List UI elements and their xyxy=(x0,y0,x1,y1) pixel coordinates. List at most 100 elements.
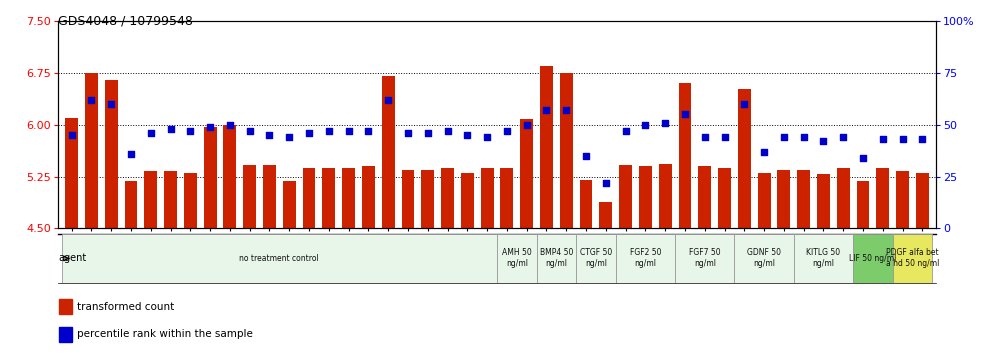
Bar xyxy=(500,167,513,228)
Point xyxy=(341,128,357,134)
Text: percentile rank within the sample: percentile rank within the sample xyxy=(78,329,253,339)
Bar xyxy=(421,170,434,228)
Bar xyxy=(675,234,734,283)
Text: GDNF 50
ng/ml: GDNF 50 ng/ml xyxy=(747,249,781,268)
Bar xyxy=(60,327,73,342)
Bar xyxy=(62,234,497,283)
Bar xyxy=(734,234,794,283)
Bar xyxy=(876,168,889,228)
Point xyxy=(64,132,80,138)
Bar xyxy=(580,180,593,228)
Point xyxy=(439,128,455,134)
Point xyxy=(400,130,416,136)
Point xyxy=(281,135,297,140)
Bar xyxy=(303,168,316,228)
Point xyxy=(123,151,138,156)
Bar xyxy=(223,125,236,228)
Bar xyxy=(243,165,256,228)
Bar xyxy=(401,170,414,228)
Bar xyxy=(797,170,810,228)
Bar xyxy=(343,167,355,228)
Point xyxy=(539,108,555,113)
Text: KITLG 50
ng/ml: KITLG 50 ng/ml xyxy=(807,249,841,268)
Point xyxy=(836,135,852,140)
Bar xyxy=(896,171,909,228)
Bar xyxy=(520,119,533,228)
Point xyxy=(104,101,120,107)
Point xyxy=(677,112,693,117)
Bar xyxy=(323,168,336,228)
Point xyxy=(361,128,376,134)
Point xyxy=(894,136,910,142)
Bar xyxy=(65,118,78,228)
Text: agent: agent xyxy=(58,253,87,263)
Text: transformed count: transformed count xyxy=(78,302,174,312)
Bar xyxy=(204,127,216,228)
Bar xyxy=(461,173,474,228)
Point xyxy=(598,180,614,185)
Text: AMH 50
ng/ml: AMH 50 ng/ml xyxy=(502,249,532,268)
Point xyxy=(459,132,475,138)
Point xyxy=(162,126,178,132)
Point xyxy=(142,130,158,136)
Bar xyxy=(639,166,651,228)
Bar xyxy=(263,165,276,228)
Point xyxy=(697,135,713,140)
Bar xyxy=(60,299,73,314)
Point xyxy=(796,135,812,140)
Point xyxy=(874,136,890,142)
Point xyxy=(776,135,792,140)
Text: FGF2 50
ng/ml: FGF2 50 ng/ml xyxy=(629,249,661,268)
Bar xyxy=(658,164,671,228)
Point xyxy=(519,122,535,128)
Bar xyxy=(481,168,494,228)
Bar xyxy=(105,80,118,228)
Text: PDGF alfa bet
a hd 50 ng/ml: PDGF alfa bet a hd 50 ng/ml xyxy=(885,249,939,268)
Point xyxy=(499,128,515,134)
Point xyxy=(716,135,732,140)
Bar xyxy=(916,173,929,228)
Bar xyxy=(540,66,553,228)
Bar xyxy=(560,73,573,228)
Bar xyxy=(758,173,771,228)
Bar xyxy=(576,234,616,283)
Point xyxy=(419,130,435,136)
Point xyxy=(618,128,633,134)
Bar xyxy=(854,234,892,283)
Bar xyxy=(837,167,850,228)
Point xyxy=(736,101,752,107)
Bar xyxy=(164,171,177,228)
Text: no treatment control: no treatment control xyxy=(239,254,320,263)
Point xyxy=(756,149,772,155)
Point xyxy=(222,122,238,128)
Point xyxy=(262,132,278,138)
Point xyxy=(242,128,258,134)
Point xyxy=(479,135,495,140)
Point xyxy=(578,153,594,159)
Bar xyxy=(857,181,870,228)
Bar xyxy=(678,84,691,228)
Bar xyxy=(441,167,454,228)
Point xyxy=(914,136,930,142)
Bar xyxy=(144,171,157,228)
Bar xyxy=(794,234,854,283)
Bar xyxy=(85,73,98,228)
Point xyxy=(657,120,673,126)
Point xyxy=(855,155,871,161)
Bar xyxy=(738,89,751,228)
Point xyxy=(321,128,337,134)
Point xyxy=(380,97,396,103)
Text: BMP4 50
ng/ml: BMP4 50 ng/ml xyxy=(540,249,573,268)
Point xyxy=(816,138,832,144)
Point xyxy=(84,97,100,103)
Bar xyxy=(381,76,394,228)
Text: GDS4048 / 10799548: GDS4048 / 10799548 xyxy=(58,14,192,27)
Bar xyxy=(124,181,137,228)
Bar xyxy=(620,165,632,228)
Bar xyxy=(892,234,932,283)
Bar xyxy=(817,175,830,228)
Text: FGF7 50
ng/ml: FGF7 50 ng/ml xyxy=(689,249,720,268)
Point xyxy=(202,124,218,130)
Bar xyxy=(497,234,537,283)
Bar xyxy=(600,202,613,228)
